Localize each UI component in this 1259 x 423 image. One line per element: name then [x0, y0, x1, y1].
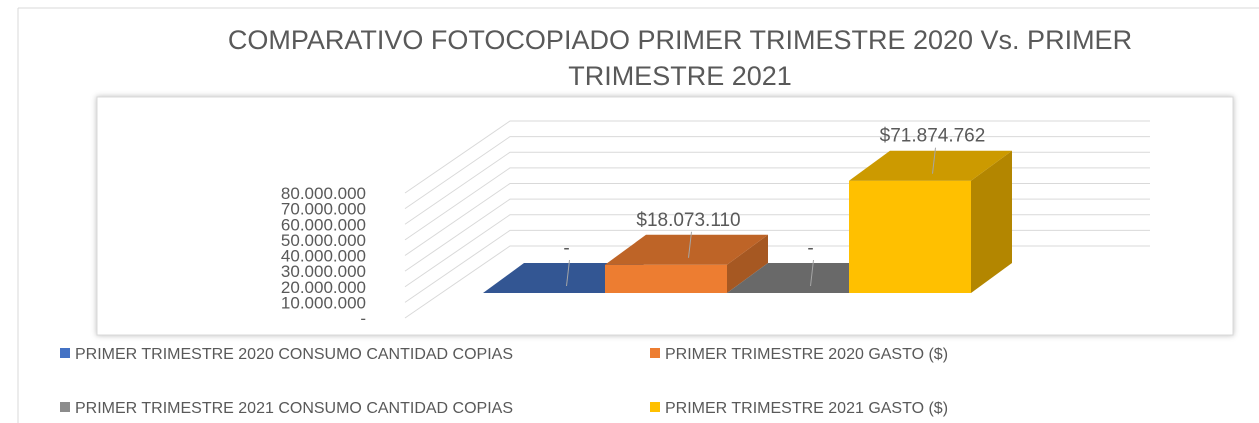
- chart-title: COMPARATIVO FOTOCOPIADO PRIMER TRIMESTRE…: [227, 25, 1133, 91]
- leader-line: [932, 147, 936, 174]
- data-label: -: [563, 238, 569, 259]
- legend-label: PRIMER TRIMESTRE 2021 CONSUMO CANTIDAD C…: [75, 400, 513, 417]
- y-tick-label: 70.000.000: [281, 200, 366, 219]
- legend-swatch: [650, 348, 660, 358]
- grid-line: [404, 136, 1150, 210]
- y-tick-label: 80.000.000: [281, 184, 366, 203]
- legend-swatch: [650, 402, 660, 412]
- legend-swatch: [60, 402, 70, 412]
- y-tick-label: 60.000.000: [281, 215, 366, 234]
- y-tick-label: 40.000.000: [281, 247, 366, 266]
- data-label: -: [807, 238, 813, 259]
- bar-top: [605, 234, 768, 265]
- grid-line: [404, 120, 1150, 194]
- y-tick-label: 30.000.000: [281, 262, 366, 281]
- y-tick-label: -: [360, 309, 366, 328]
- leader-line: [688, 231, 692, 258]
- data-label: $18.073.110: [636, 210, 740, 231]
- leader-line: [810, 259, 814, 287]
- legend-swatch: [60, 348, 70, 358]
- y-tick-label: 20.000.000: [281, 278, 366, 297]
- bar-top: [849, 150, 1012, 181]
- bar: [605, 264, 727, 293]
- legend-label: PRIMER TRIMESTRE 2020 CONSUMO CANTIDAD C…: [75, 346, 513, 363]
- legend-label: PRIMER TRIMESTRE 2020 GASTO ($): [665, 346, 948, 363]
- bar-side: [971, 150, 1012, 293]
- leader-line: [566, 259, 570, 287]
- y-tick-label: 10.000.000: [281, 293, 366, 312]
- y-tick-label: 50.000.000: [281, 231, 366, 250]
- bar: [849, 180, 971, 293]
- legend-label: PRIMER TRIMESTRE 2021 GASTO ($): [665, 400, 948, 417]
- data-label: $71.874.762: [880, 126, 986, 147]
- bar-side: [727, 234, 768, 293]
